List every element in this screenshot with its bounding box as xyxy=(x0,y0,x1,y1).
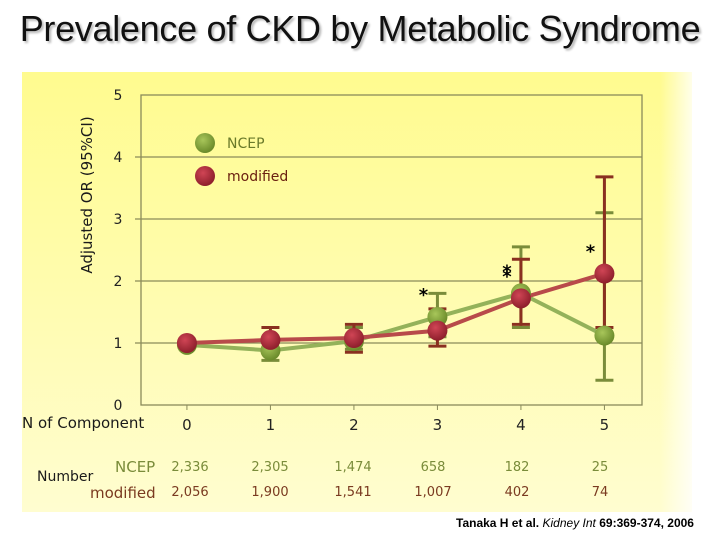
table-cell: 1,900 xyxy=(251,485,289,500)
chart-panel xyxy=(22,72,692,512)
data-point-modified xyxy=(510,288,531,309)
data-point-modified xyxy=(343,328,364,349)
significance-asterisk: * xyxy=(502,266,512,287)
y-tick-label: 4 xyxy=(114,150,123,166)
series-line-NCEP xyxy=(186,291,606,353)
significance-asterisk: * xyxy=(419,285,429,306)
y-tick-label: 5 xyxy=(114,88,123,104)
plot-frame xyxy=(140,94,643,406)
citation-authors: Tanaka H et al. xyxy=(456,516,540,530)
data-point-NCEP xyxy=(594,325,615,346)
x-tick-label: 0 xyxy=(182,416,192,434)
data-point-modified xyxy=(260,329,281,350)
x-tick-label: 4 xyxy=(516,416,526,434)
table-cell: 182 xyxy=(504,460,530,475)
significance-asterisk: * xyxy=(502,261,512,282)
table-cell: 1,474 xyxy=(334,460,372,475)
y-tick-label: 2 xyxy=(114,274,123,290)
y-tick-label: 3 xyxy=(114,212,123,228)
table-cell: 74 xyxy=(591,485,609,500)
x-tick-label: 5 xyxy=(600,416,610,434)
x-axis-label: N of Component xyxy=(22,414,145,432)
series-line-modified xyxy=(186,271,605,345)
table-cell: 2,305 xyxy=(251,460,289,475)
table-cell: 658 xyxy=(420,460,446,475)
table-row-label-modified: modified xyxy=(90,484,156,502)
x-tick-label: 1 xyxy=(266,416,276,434)
data-point-modified xyxy=(176,333,197,353)
legend-marker-modified xyxy=(195,166,215,186)
slide-title: Prevalence of CKD by Metabolic Syndrome xyxy=(19,8,701,49)
legend-marker-NCEP xyxy=(195,133,215,153)
citation: Tanaka H et al. Kidney Int 69:369-374, 2… xyxy=(456,516,694,530)
legend-label-modified: modified xyxy=(227,169,288,185)
table-cell: 402 xyxy=(504,485,530,500)
panel-fade xyxy=(660,72,700,512)
table-row-group-label: Number xyxy=(37,469,94,485)
legend-label-NCEP: NCEP xyxy=(227,136,265,152)
y-tick-label: 0 xyxy=(114,398,123,414)
table-cell: 25 xyxy=(591,460,609,475)
table-cell: 2,336 xyxy=(171,460,209,475)
table-cell: 1,007 xyxy=(414,485,452,500)
table-cell: 2,056 xyxy=(171,485,209,500)
table-row-label-ncep: NCEP xyxy=(115,458,156,476)
y-tick-label: 1 xyxy=(114,336,123,352)
citation-journal: Kidney Int xyxy=(542,516,596,530)
citation-ref: 69:369-374, 2006 xyxy=(599,516,694,530)
significance-asterisk: * xyxy=(586,242,596,263)
x-tick-label: 3 xyxy=(433,416,443,434)
data-point-modified xyxy=(594,263,615,284)
table-cell: 1,541 xyxy=(334,485,372,500)
x-tick-label: 2 xyxy=(349,416,359,434)
data-point-modified xyxy=(427,320,448,341)
